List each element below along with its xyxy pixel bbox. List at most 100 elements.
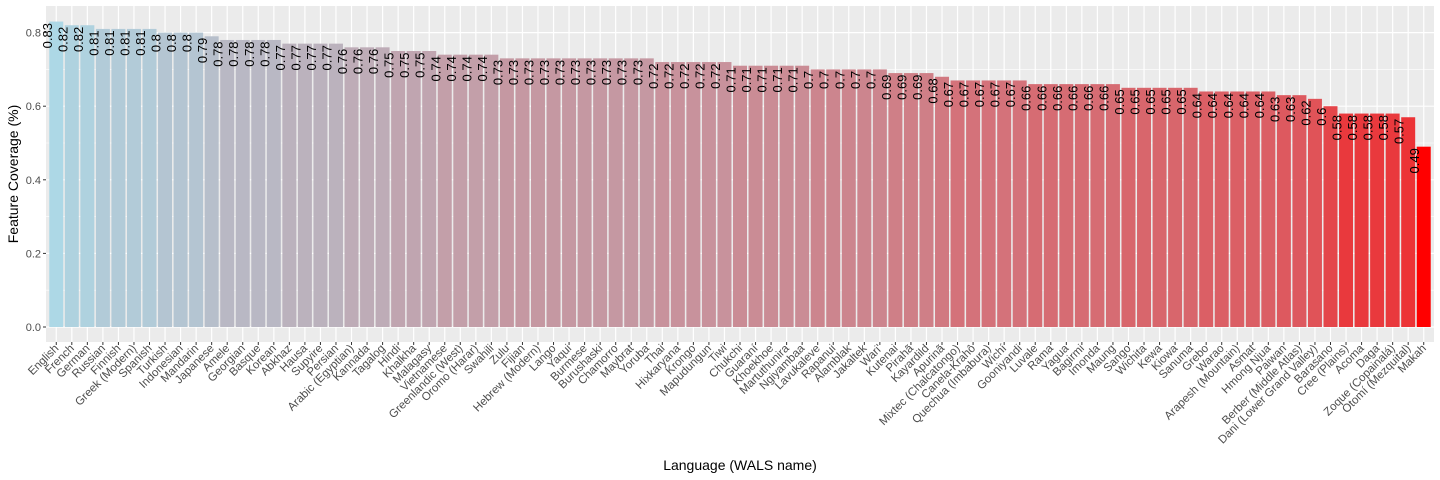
bar xyxy=(49,21,64,328)
bar xyxy=(328,43,343,327)
bar xyxy=(593,58,608,328)
bar-value-label: 0.73 xyxy=(490,60,505,85)
bar xyxy=(313,43,328,327)
bar xyxy=(266,39,281,328)
bar xyxy=(422,51,437,327)
bar-value-label: 0.7 xyxy=(863,71,878,89)
bar-value-label: 0.76 xyxy=(366,49,381,74)
bar xyxy=(1339,113,1354,327)
bar xyxy=(173,32,188,327)
bar xyxy=(997,80,1012,327)
bar-value-label: 0.58 xyxy=(1376,115,1391,140)
bar-value-label: 0.83 xyxy=(40,23,55,48)
bar-value-label: 0.66 xyxy=(1065,86,1080,111)
bar-value-label: 0.71 xyxy=(739,67,754,92)
bar xyxy=(686,62,701,327)
bar-value-label: 0.75 xyxy=(397,53,412,78)
bar xyxy=(1261,91,1276,327)
bar-value-label: 0.66 xyxy=(1081,86,1096,111)
bar-value-label: 0.76 xyxy=(335,49,350,74)
bar xyxy=(888,73,903,327)
bar-value-label: 0.81 xyxy=(117,30,132,55)
bar xyxy=(748,65,763,327)
bar xyxy=(95,28,110,327)
bar xyxy=(1090,84,1105,328)
bar xyxy=(126,28,141,327)
bar-value-label: 0.73 xyxy=(553,60,568,85)
bar xyxy=(1152,87,1167,327)
bar xyxy=(64,25,79,328)
bar-value-label: 0.65 xyxy=(1143,89,1158,114)
bar-value-label: 0.66 xyxy=(1050,86,1065,111)
bar-value-label: 0.7 xyxy=(801,71,816,89)
bar xyxy=(437,54,452,328)
bar xyxy=(1385,113,1400,327)
bar-value-label: 0.73 xyxy=(615,60,630,85)
bar-value-label: 0.82 xyxy=(71,27,86,52)
bar-value-label: 0.58 xyxy=(1345,115,1360,140)
bar-value-label: 0.63 xyxy=(1283,97,1298,122)
bar-value-label: 0.74 xyxy=(475,56,490,81)
bar xyxy=(1074,84,1089,328)
bar-value-label: 0.49 xyxy=(1407,148,1422,173)
bar xyxy=(966,80,981,327)
bar-value-label: 0.58 xyxy=(1330,115,1345,140)
y-tick-label: 0.6 xyxy=(26,101,41,113)
bar-value-label: 0.73 xyxy=(584,60,599,85)
bar-value-label: 0.74 xyxy=(459,56,474,81)
bar xyxy=(857,69,872,328)
bar-value-label: 0.7 xyxy=(832,71,847,89)
bar xyxy=(1354,113,1369,327)
bar-value-label: 0.57 xyxy=(1392,119,1407,144)
bar-value-label: 0.78 xyxy=(242,41,257,66)
bar-value-label: 0.78 xyxy=(211,41,226,66)
bar-value-label: 0.69 xyxy=(910,75,925,100)
bar xyxy=(499,58,514,328)
bar-value-label: 0.64 xyxy=(1205,93,1220,118)
bar-value-label: 0.67 xyxy=(972,82,987,107)
bar-value-label: 0.63 xyxy=(1267,97,1282,122)
bar xyxy=(1199,91,1214,327)
bar-value-label: 0.77 xyxy=(304,45,319,70)
bar-value-label: 0.73 xyxy=(521,60,536,85)
bar-value-label: 0.77 xyxy=(319,45,334,70)
x-axis-title: Language (WALS name) xyxy=(663,457,817,473)
bar xyxy=(375,47,390,327)
bar xyxy=(1168,87,1183,327)
bar xyxy=(935,76,950,327)
bar xyxy=(1028,84,1043,328)
bar-value-label: 0.77 xyxy=(288,45,303,70)
bar xyxy=(1230,91,1245,327)
bar xyxy=(795,65,810,327)
bar-value-label: 0.65 xyxy=(1112,89,1127,114)
bar-value-label: 0.71 xyxy=(724,67,739,92)
bar-value-label: 0.67 xyxy=(957,82,972,107)
bar xyxy=(360,47,375,327)
bar-value-label: 0.7 xyxy=(848,71,863,89)
bar xyxy=(297,43,312,327)
bar-value-label: 0.81 xyxy=(102,30,117,55)
bar-value-label: 0.74 xyxy=(428,56,443,81)
bar-value-label: 0.62 xyxy=(1298,100,1313,125)
bar xyxy=(158,32,173,327)
bar xyxy=(515,58,530,328)
bar-value-label: 0.8 xyxy=(149,34,164,52)
bar xyxy=(1012,80,1027,327)
bar xyxy=(546,58,561,328)
bar-value-label: 0.65 xyxy=(1174,89,1189,114)
bar xyxy=(1370,113,1385,327)
bar xyxy=(779,65,794,327)
bar xyxy=(1137,87,1152,327)
bar xyxy=(220,39,235,328)
bar xyxy=(189,32,204,327)
bar-value-label: 0.73 xyxy=(506,60,521,85)
bar-value-label: 0.71 xyxy=(770,67,785,92)
bar xyxy=(530,58,545,328)
bar-value-label: 0.8 xyxy=(180,34,195,52)
bars xyxy=(49,21,1431,328)
bar-value-label: 0.7 xyxy=(817,71,832,89)
bar xyxy=(1043,84,1058,328)
bar xyxy=(111,28,126,327)
y-tick-label: 0.8 xyxy=(26,28,41,40)
bar-value-label: 0.67 xyxy=(1003,82,1018,107)
